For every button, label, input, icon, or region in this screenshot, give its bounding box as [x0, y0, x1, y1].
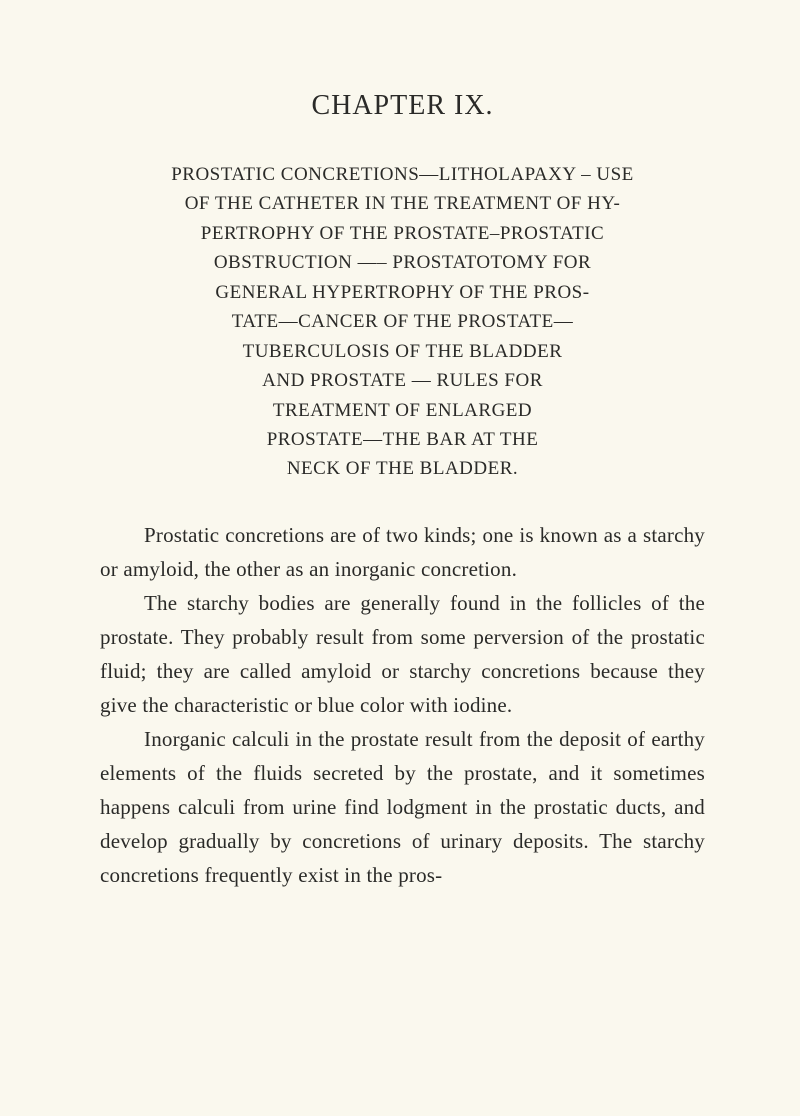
heading-line: PERTROPHY OF THE PROSTATE–PROSTATIC	[108, 219, 698, 248]
body-paragraph: Inorganic calculi in the prostate result…	[100, 722, 705, 892]
heading-line: TUBERCULOSIS OF THE BLADDER	[108, 337, 698, 366]
heading-line: OF THE CATHETER IN THE TREATMENT OF HY-	[108, 189, 698, 218]
chapter-heading: PROSTATIC CONCRETIONS—LITHOLAPAXY – USE …	[108, 160, 698, 484]
body-paragraph: The starchy bodies are generally found i…	[100, 586, 705, 722]
body-paragraph: Prostatic concretions are of two kinds; …	[100, 518, 705, 586]
heading-line: TATE—CANCER OF THE PROSTATE—	[108, 307, 698, 336]
heading-line: NECK OF THE BLADDER.	[108, 454, 698, 483]
heading-line: OBSTRUCTION —– PROSTATOTOMY FOR	[108, 248, 698, 277]
chapter-title: CHAPTER IX.	[100, 90, 705, 122]
heading-line: TREATMENT OF ENLARGED	[108, 396, 698, 425]
heading-line: PROSTATE—THE BAR AT THE	[108, 425, 698, 454]
page: CHAPTER IX. PROSTATIC CONCRETIONS—LITHOL…	[0, 0, 800, 1116]
heading-line: PROSTATIC CONCRETIONS—LITHOLAPAXY – USE	[108, 160, 698, 189]
heading-line: AND PROSTATE — RULES FOR	[108, 366, 698, 395]
heading-line: GENERAL HYPERTROPHY OF THE PROS-	[108, 278, 698, 307]
